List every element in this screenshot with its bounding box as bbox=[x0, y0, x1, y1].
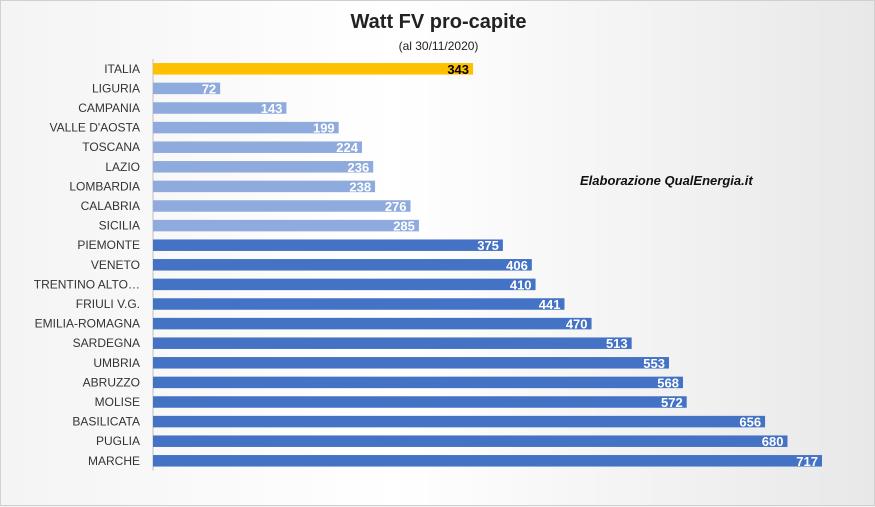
bar bbox=[153, 239, 503, 251]
bar bbox=[153, 435, 788, 447]
bar bbox=[153, 161, 374, 173]
bar bbox=[153, 337, 632, 349]
data-label: 572 bbox=[661, 395, 683, 410]
category-label: LOMBARDIA bbox=[69, 179, 140, 193]
data-label: 143 bbox=[261, 101, 283, 116]
bar bbox=[153, 82, 221, 95]
category-label: LIGURIA bbox=[92, 81, 140, 95]
category-label: PIEMONTE bbox=[77, 238, 140, 252]
data-label: 224 bbox=[336, 140, 358, 155]
data-label: 199 bbox=[313, 121, 335, 136]
category-label: CALABRIA bbox=[81, 199, 140, 213]
bar bbox=[153, 219, 419, 232]
data-label: 276 bbox=[385, 199, 407, 214]
category-label: VALLE D'AOSTA bbox=[49, 121, 140, 135]
bar bbox=[153, 455, 822, 467]
bar bbox=[153, 102, 287, 114]
category-label: CAMPANIA bbox=[78, 101, 140, 115]
bar bbox=[153, 259, 532, 271]
category-label: EMILIA-ROMAGNA bbox=[35, 317, 140, 331]
source-annotation: Elaborazione QualEnergia.it bbox=[580, 173, 753, 188]
data-label: 470 bbox=[566, 317, 588, 332]
category-label: LAZIO bbox=[105, 160, 140, 174]
bar bbox=[153, 298, 565, 310]
data-label: 285 bbox=[393, 219, 415, 234]
data-label: 568 bbox=[657, 375, 679, 390]
category-label: ABRUZZO bbox=[83, 375, 140, 389]
data-label: 375 bbox=[477, 238, 499, 253]
category-label: UMBRIA bbox=[93, 356, 140, 370]
data-label: 410 bbox=[510, 277, 532, 292]
category-label: TOSCANA bbox=[82, 140, 140, 154]
category-label: SICILIA bbox=[99, 219, 140, 233]
bar bbox=[153, 200, 411, 212]
data-label: 680 bbox=[762, 434, 784, 449]
category-label: MARCHE bbox=[88, 454, 140, 468]
category-label: MOLISE bbox=[95, 395, 140, 409]
category-label: FRIULI V.G. bbox=[76, 297, 140, 311]
category-label: PUGLIA bbox=[96, 434, 140, 448]
bar bbox=[153, 141, 363, 153]
bar bbox=[153, 376, 683, 389]
bar bbox=[153, 180, 376, 193]
data-label: 406 bbox=[506, 258, 528, 273]
bar bbox=[153, 317, 592, 330]
data-label: 72 bbox=[202, 81, 216, 96]
chart-subtitle: (al 30/11/2020) bbox=[398, 39, 479, 53]
data-label: 238 bbox=[349, 179, 371, 194]
bar bbox=[153, 357, 669, 369]
bar bbox=[153, 278, 536, 291]
bar bbox=[153, 396, 687, 408]
category-label: ITALIA bbox=[104, 62, 140, 76]
bar bbox=[153, 63, 474, 75]
bar bbox=[153, 121, 339, 134]
data-label: 656 bbox=[739, 415, 761, 430]
data-label: 441 bbox=[539, 297, 561, 312]
data-label: 717 bbox=[796, 454, 818, 469]
bar bbox=[153, 415, 766, 428]
data-label: 513 bbox=[606, 336, 628, 351]
data-label: 236 bbox=[347, 160, 369, 175]
category-label: SARDEGNA bbox=[73, 336, 140, 350]
category-label: VENETO bbox=[91, 258, 140, 272]
category-label: BASILICATA bbox=[72, 415, 140, 429]
data-label: 553 bbox=[643, 356, 665, 371]
chart-title: Watt FV pro-capite bbox=[350, 11, 527, 33]
data-label: 343 bbox=[447, 62, 469, 77]
category-label: TRENTINO ALTO… bbox=[34, 277, 140, 291]
